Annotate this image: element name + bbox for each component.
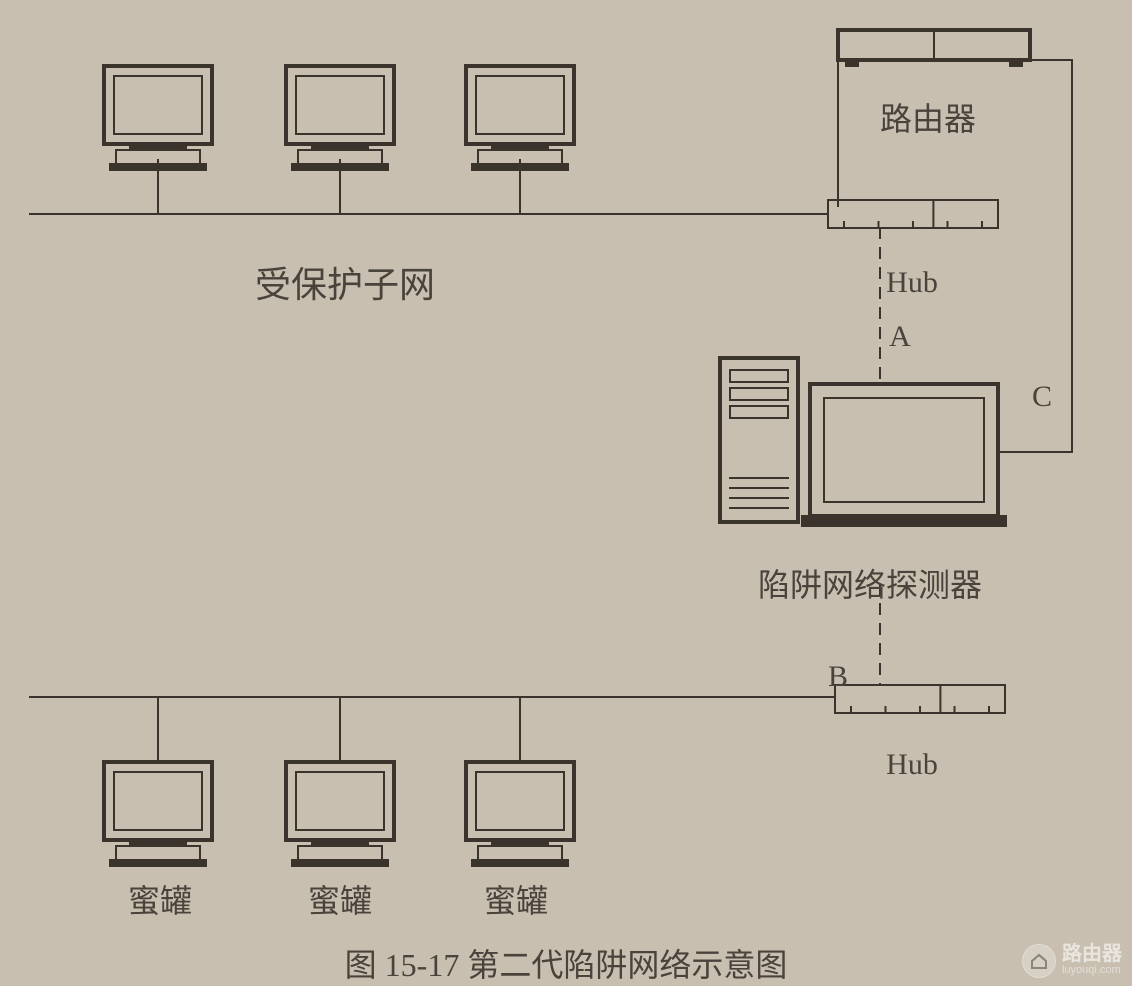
router-icon bbox=[1022, 944, 1056, 978]
label-router: 路由器 bbox=[880, 94, 976, 140]
watermark-brand: 路由器 bbox=[1062, 944, 1122, 964]
label-detector: 陷阱网络探测器 bbox=[758, 560, 982, 606]
figure-caption: 图 15-17 第二代陷阱网络示意图 bbox=[345, 940, 788, 986]
label-honeypot-3: 蜜罐 bbox=[484, 876, 548, 922]
label-hub-bottom: Hub bbox=[886, 748, 938, 782]
label-hub-top: Hub bbox=[886, 266, 938, 300]
watermark-domain: luyouqi.com bbox=[1062, 964, 1122, 977]
label-honeypot-2: 蜜罐 bbox=[308, 876, 372, 922]
label-link-c: C bbox=[1032, 380, 1052, 414]
label-honeypot-1: 蜜罐 bbox=[128, 876, 192, 922]
label-protected-subnet: 受保护子网 bbox=[255, 256, 435, 308]
label-link-a: A bbox=[889, 320, 911, 354]
label-link-b: B bbox=[828, 660, 848, 694]
watermark: 路由器 luyouqi.com bbox=[1022, 944, 1122, 978]
network-diagram bbox=[0, 0, 1132, 986]
